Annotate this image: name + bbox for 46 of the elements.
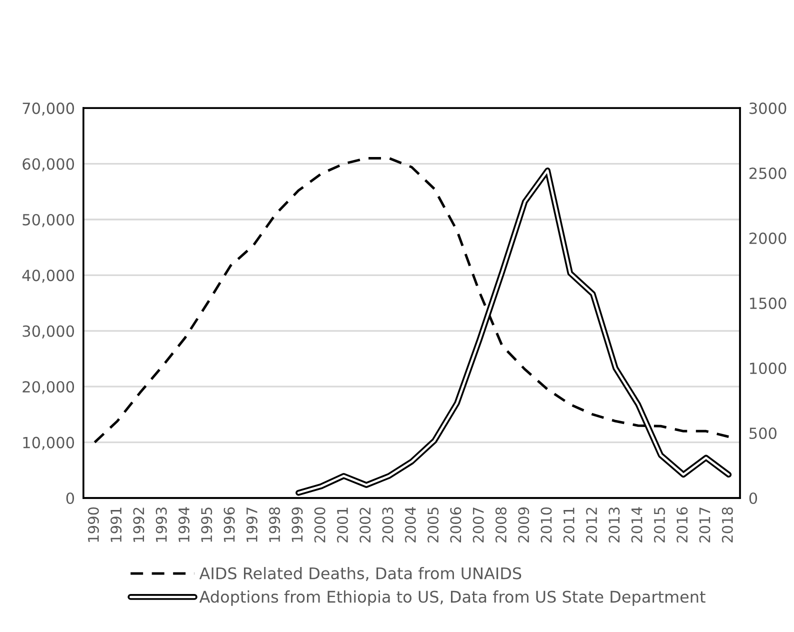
- x-tick-label: 1991: [110, 508, 122, 542]
- legend-label: Adoptions from Ethiopia to US, Data from US State Department: [199, 590, 706, 606]
- y-tick-label: 0: [66, 492, 74, 504]
- y-tick-label: 50,000: [22, 214, 74, 228]
- x-tick-label: 2002: [360, 508, 371, 542]
- x-tick-label: 2013: [608, 508, 620, 542]
- y-tick-label: 40,000: [22, 270, 74, 283]
- x-tick-label: 2014: [631, 507, 642, 542]
- y-tick-label: 20,000: [22, 381, 74, 394]
- x-tick-label: 1996: [224, 507, 235, 542]
- y2-tick-label: 2500: [749, 168, 786, 180]
- x-tick-label: 1992: [133, 508, 144, 542]
- x-tick-label: 1990: [88, 507, 99, 542]
- x-tick-label: 1994: [178, 507, 190, 542]
- x-tick-label: 2011: [563, 508, 574, 542]
- y2-tick-label: 0: [749, 492, 758, 504]
- legend-label: AIDS Related Deaths, Data from UNAIDS: [199, 566, 522, 581]
- x-tick-label: 2010: [540, 507, 552, 542]
- y2-tick-label: 1000: [750, 362, 786, 374]
- x-tick-label: 1998: [269, 507, 280, 542]
- y-tick-label: 30,000: [22, 325, 74, 338]
- x-tick-label: 2016: [676, 507, 688, 542]
- x-tick-label: 2001: [336, 508, 348, 542]
- y-tick-label: 70,000: [22, 102, 74, 116]
- x-tick-label: 2012: [586, 508, 598, 542]
- y2-tick-label: 2000: [749, 232, 786, 244]
- x-tick-label: 1995: [201, 508, 212, 542]
- x-tick-label: 2015: [654, 508, 665, 542]
- y2-tick-label: 1500: [750, 298, 786, 310]
- x-tick-label: 2006: [450, 507, 462, 542]
- y-tick-label: 60,000: [22, 158, 74, 172]
- x-tick-label: 2003: [382, 508, 394, 542]
- x-tick-label: 1997: [246, 508, 258, 542]
- x-tick-label: 2008: [495, 507, 506, 542]
- x-tick-label: 2017: [699, 508, 710, 542]
- x-tick-label: 2007: [472, 508, 484, 542]
- x-tick-label: 2018: [722, 507, 733, 542]
- x-tick-label: 2000: [314, 507, 326, 542]
- x-tick-label: 1999: [292, 507, 303, 542]
- x-tick-label: 2004: [404, 507, 416, 542]
- x-tick-label: 2005: [428, 508, 439, 542]
- x-tick-label: 2009: [518, 507, 530, 542]
- y2-tick-label: 3000: [750, 102, 786, 114]
- y2-tick-label: 500: [750, 427, 776, 440]
- y-tick-label: 10,000: [23, 436, 74, 450]
- x-tick-label: 1993: [156, 508, 167, 542]
